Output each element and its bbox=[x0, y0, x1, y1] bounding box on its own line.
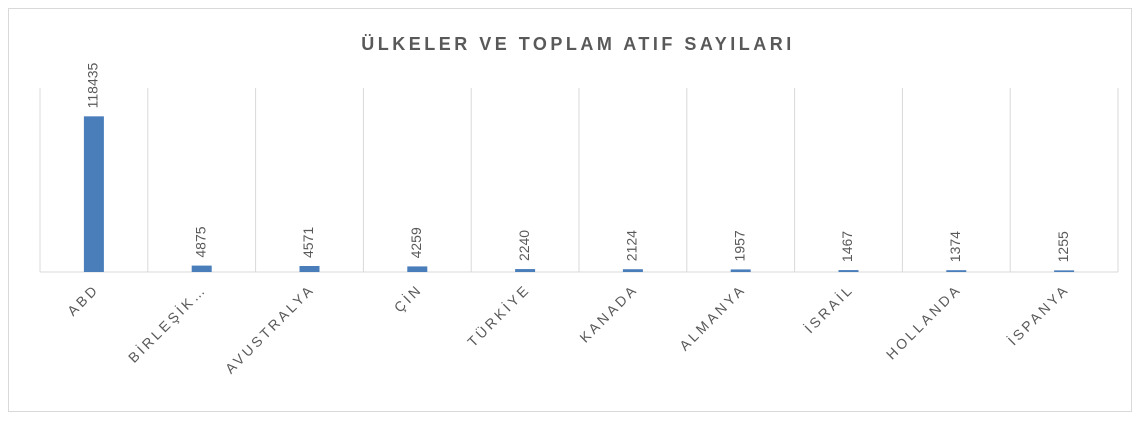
bar bbox=[622, 269, 643, 272]
bar bbox=[191, 265, 212, 272]
bar bbox=[946, 270, 967, 272]
data-label: 2124 bbox=[624, 230, 640, 261]
data-label: 4875 bbox=[192, 226, 208, 257]
data-label: 1374 bbox=[947, 231, 963, 262]
bar bbox=[838, 270, 859, 272]
bar bbox=[407, 266, 428, 272]
data-label: 1467 bbox=[839, 231, 855, 262]
data-label: 4259 bbox=[408, 227, 424, 258]
bar bbox=[83, 116, 104, 272]
bar bbox=[515, 269, 536, 272]
bar bbox=[730, 269, 751, 272]
chart-border bbox=[8, 8, 1132, 412]
data-label: 118435 bbox=[85, 62, 101, 108]
chart-title: ÜLKELER VE TOPLAM ATIF SAYILARI bbox=[361, 34, 795, 54]
data-label: 1255 bbox=[1055, 231, 1071, 262]
data-label: 4571 bbox=[300, 227, 316, 258]
bar bbox=[299, 265, 320, 272]
data-label: 1957 bbox=[731, 230, 747, 261]
data-label: 2240 bbox=[516, 230, 532, 261]
bar bbox=[1054, 270, 1075, 272]
